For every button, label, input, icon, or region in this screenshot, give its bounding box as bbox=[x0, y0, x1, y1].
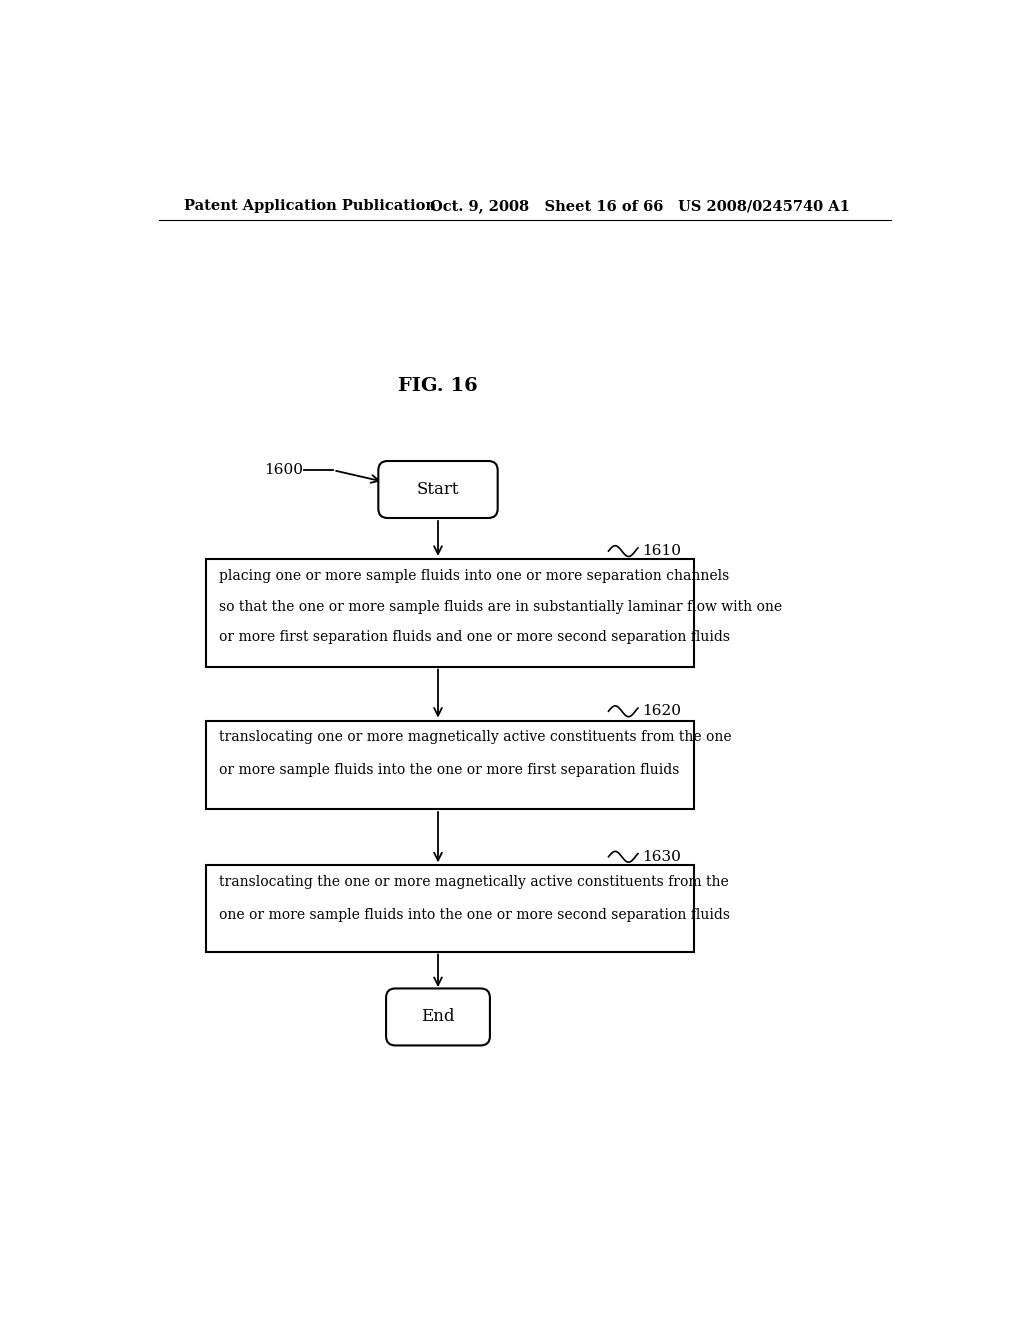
Text: so that the one or more sample fluids are in substantially laminar flow with one: so that the one or more sample fluids ar… bbox=[219, 599, 782, 614]
Text: or more first separation fluids and one or more second separation fluids: or more first separation fluids and one … bbox=[219, 631, 730, 644]
Bar bbox=[206, 866, 693, 952]
Text: or more sample fluids into the one or more first separation fluids: or more sample fluids into the one or mo… bbox=[219, 763, 680, 776]
Text: translocating the one or more magnetically active constituents from the: translocating the one or more magnetical… bbox=[219, 875, 729, 890]
Text: Start: Start bbox=[417, 480, 459, 498]
Text: one or more sample fluids into the one or more second separation fluids: one or more sample fluids into the one o… bbox=[219, 908, 730, 921]
Text: 1630: 1630 bbox=[643, 850, 682, 863]
Text: 1620: 1620 bbox=[643, 705, 682, 718]
Text: End: End bbox=[421, 1008, 455, 1026]
Bar bbox=[206, 721, 693, 809]
Text: 1600: 1600 bbox=[263, 463, 303, 478]
Text: Oct. 9, 2008   Sheet 16 of 66: Oct. 9, 2008 Sheet 16 of 66 bbox=[430, 199, 664, 213]
Text: FIG. 16: FIG. 16 bbox=[398, 376, 478, 395]
Text: Patent Application Publication: Patent Application Publication bbox=[183, 199, 436, 213]
Text: translocating one or more magnetically active constituents from the one: translocating one or more magnetically a… bbox=[219, 730, 732, 744]
FancyBboxPatch shape bbox=[386, 989, 489, 1045]
Text: placing one or more sample fluids into one or more separation channels: placing one or more sample fluids into o… bbox=[219, 569, 730, 582]
FancyBboxPatch shape bbox=[378, 461, 498, 517]
Text: 1610: 1610 bbox=[643, 544, 682, 558]
Text: US 2008/0245740 A1: US 2008/0245740 A1 bbox=[678, 199, 850, 213]
Bar bbox=[206, 558, 693, 667]
